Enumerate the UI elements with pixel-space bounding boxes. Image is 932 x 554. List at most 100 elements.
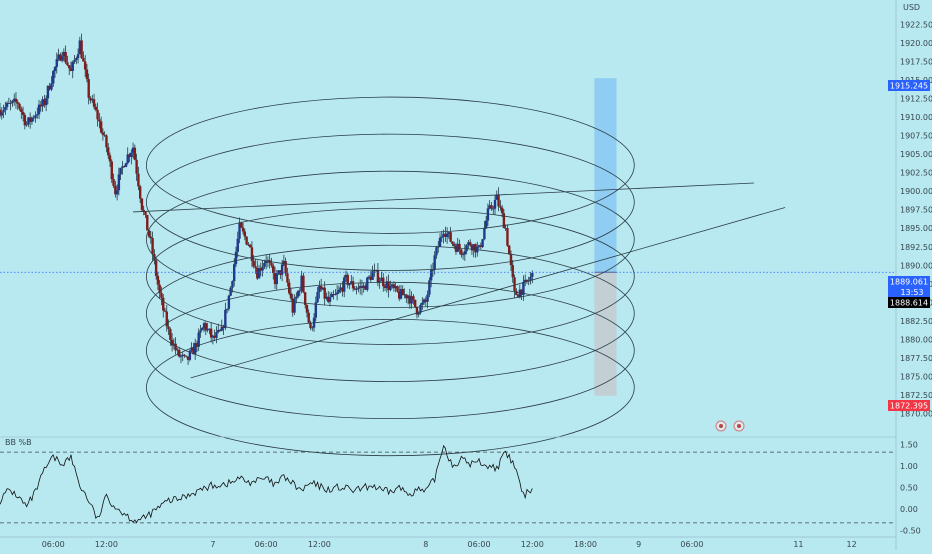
candle-body xyxy=(128,154,131,157)
candle-body xyxy=(170,339,174,346)
drawings-layer[interactable] xyxy=(133,96,786,457)
candle-body xyxy=(101,132,105,135)
candle-body xyxy=(520,289,523,295)
candle-body xyxy=(358,286,362,288)
bb-percent-line xyxy=(0,444,533,524)
candle-body xyxy=(53,67,57,72)
candle-body xyxy=(275,273,278,285)
candle-body xyxy=(94,106,98,110)
price-tick-label: 1882.500 xyxy=(900,317,932,326)
price-tick-label: 1875.000 xyxy=(900,372,932,381)
candle-body xyxy=(319,286,323,290)
candle-body xyxy=(243,231,247,237)
candle-body xyxy=(346,274,349,286)
time-tick-label: 06:00 xyxy=(468,540,491,549)
candle-body xyxy=(419,304,422,313)
stop-price-box xyxy=(888,400,930,411)
candle-body xyxy=(202,323,206,328)
candle-body xyxy=(364,285,367,290)
candle-body xyxy=(2,110,5,113)
candle-body xyxy=(227,295,231,309)
candle-body xyxy=(413,299,417,308)
candle-body xyxy=(131,147,135,153)
candle-body xyxy=(390,284,394,287)
candle-body xyxy=(451,241,454,245)
indicator-tick-label: 1.50 xyxy=(900,440,918,449)
candle-body xyxy=(208,328,211,330)
time-axis[interactable]: 06:00 12:00 7 06:00 12:00 8 06:00 12:00 18:00 9 06… xyxy=(0,536,896,549)
candle-body xyxy=(296,291,300,297)
candle-body xyxy=(66,62,69,66)
trendline-lower xyxy=(190,207,786,379)
candle-body xyxy=(48,85,51,90)
candle-body xyxy=(472,244,475,251)
candle-body xyxy=(270,262,273,266)
position-zones[interactable] xyxy=(594,78,617,396)
candle-body xyxy=(486,208,490,221)
event-markers[interactable] xyxy=(715,420,745,432)
candle-body xyxy=(60,56,64,61)
economic-event-flag-icon[interactable] xyxy=(733,420,745,432)
candle-body xyxy=(266,260,270,261)
candle-body xyxy=(429,270,433,281)
time-tick-label: 06:00 xyxy=(255,540,278,549)
candle-body xyxy=(117,174,121,191)
candle-body xyxy=(67,65,71,69)
candle-body xyxy=(348,283,351,286)
candle-body xyxy=(417,312,420,315)
candle-body xyxy=(529,276,532,281)
time-tick-label: 12:00 xyxy=(521,540,544,549)
candle-body xyxy=(98,119,101,122)
candle-body xyxy=(289,293,293,299)
candle-body xyxy=(415,307,419,315)
candle-body xyxy=(525,279,529,282)
candle-body xyxy=(376,270,380,283)
candle-body xyxy=(399,289,403,299)
candle-body xyxy=(124,163,128,168)
candle-body xyxy=(344,274,348,278)
candle-body xyxy=(518,289,522,297)
candle-body xyxy=(508,245,511,255)
candle-body xyxy=(87,79,90,98)
ellipse-ring xyxy=(145,281,635,420)
candle-body xyxy=(110,161,113,180)
price-tick-label: 1917.500 xyxy=(900,58,932,67)
price-axis[interactable]: 1922.5001920.0001917.5001915.0001912.500… xyxy=(895,0,932,550)
ellipse-ring xyxy=(145,244,635,383)
candle-body xyxy=(222,326,225,329)
candle-body xyxy=(5,102,9,107)
candle-body xyxy=(57,54,60,60)
candle-body xyxy=(350,281,353,284)
candle-body xyxy=(69,68,73,71)
candle-body xyxy=(470,245,474,251)
candle-body xyxy=(252,260,255,267)
candle-body xyxy=(387,281,390,291)
candle-body xyxy=(499,206,502,208)
candle-body xyxy=(277,270,280,274)
candle-body xyxy=(248,244,252,248)
price-tick-label: 1897.500 xyxy=(900,206,932,215)
candle-body xyxy=(360,286,364,288)
candle-body xyxy=(444,233,447,237)
economic-event-flag-icon[interactable] xyxy=(715,420,727,432)
candle-body xyxy=(73,59,76,62)
current-price-label: 1889.061 xyxy=(890,278,928,287)
ellipse-ring xyxy=(145,133,635,271)
time-tick-label: 18:00 xyxy=(574,540,597,549)
candle-body xyxy=(192,347,195,355)
candle-body xyxy=(176,349,179,351)
candle-body xyxy=(0,112,3,116)
candle-body xyxy=(217,330,220,333)
current-price-box xyxy=(888,276,930,287)
candle-body xyxy=(323,287,326,299)
candle-body xyxy=(403,294,406,296)
candle-body xyxy=(41,99,44,107)
candle-body xyxy=(197,332,200,347)
candle-body xyxy=(185,355,188,357)
indicator-name: BB %B xyxy=(5,438,32,447)
ellipse-ring xyxy=(145,207,635,345)
candle-body xyxy=(431,269,435,271)
candle-body xyxy=(422,299,426,303)
candle-body xyxy=(280,264,284,275)
candle-body xyxy=(25,124,28,126)
